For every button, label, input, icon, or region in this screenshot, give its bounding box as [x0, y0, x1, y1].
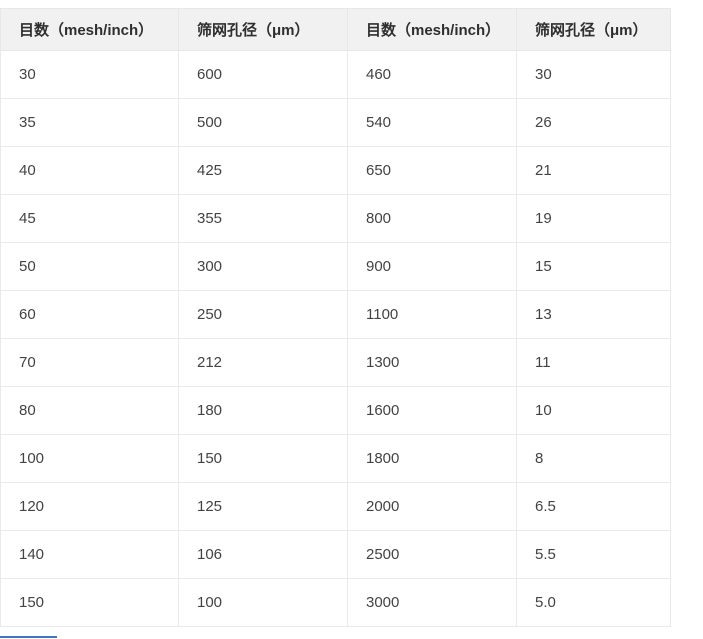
table-row: 100 150 1800 8: [0, 434, 671, 483]
table-row: 30 600 460 30: [0, 50, 671, 99]
bottom-partial-accent-line: [0, 636, 57, 638]
table-cell: 40: [0, 146, 179, 195]
table-row: 150 100 3000 5.0: [0, 578, 671, 627]
table-cell: 100: [178, 578, 348, 627]
table-cell: 650: [347, 146, 517, 195]
table-cell: 3000: [347, 578, 517, 627]
table-cell: 80: [0, 386, 179, 435]
table-cell: 600: [178, 50, 348, 99]
table-cell: 19: [516, 194, 671, 243]
table-cell: 2000: [347, 482, 517, 531]
table-cell: 70: [0, 338, 179, 387]
table-cell: 10: [516, 386, 671, 435]
table-cell: 1100: [347, 290, 517, 339]
table-cell: 150: [0, 578, 179, 627]
table-cell: 1800: [347, 434, 517, 483]
table-cell: 21: [516, 146, 671, 195]
table-row: 70 212 1300 11: [0, 338, 671, 387]
table-cell: 425: [178, 146, 348, 195]
table-cell: 5.5: [516, 530, 671, 579]
table-cell: 355: [178, 194, 348, 243]
column-header-mesh-count-1: 目数（mesh/inch）: [0, 8, 179, 51]
table-cell: 6.5: [516, 482, 671, 531]
conversion-table-container: 目数（mesh/inch） 筛网孔径（μm） 目数（mesh/inch） 筛网孔…: [0, 8, 671, 627]
table-cell: 250: [178, 290, 348, 339]
table-cell: 1300: [347, 338, 517, 387]
table-cell: 30: [0, 50, 179, 99]
table-cell: 2500: [347, 530, 517, 579]
table-cell: 540: [347, 98, 517, 147]
table-cell: 1600: [347, 386, 517, 435]
table-row: 120 125 2000 6.5: [0, 482, 671, 531]
table-cell: 26: [516, 98, 671, 147]
table-cell: 150: [178, 434, 348, 483]
table-cell: 900: [347, 242, 517, 291]
table-cell: 120: [0, 482, 179, 531]
table-cell: 106: [178, 530, 348, 579]
table-row: 45 355 800 19: [0, 194, 671, 243]
table-row: 35 500 540 26: [0, 98, 671, 147]
table-cell: 100: [0, 434, 179, 483]
table-cell: 15: [516, 242, 671, 291]
table-cell: 300: [178, 242, 348, 291]
table-cell: 60: [0, 290, 179, 339]
table-cell: 500: [178, 98, 348, 147]
table-cell: 35: [0, 98, 179, 147]
table-cell: 50: [0, 242, 179, 291]
table-cell: 30: [516, 50, 671, 99]
column-header-aperture-2: 筛网孔径（μm）: [516, 8, 671, 51]
table-cell: 140: [0, 530, 179, 579]
table-row: 40 425 650 21: [0, 146, 671, 195]
table-row: 50 300 900 15: [0, 242, 671, 291]
header-row: 目数（mesh/inch） 筛网孔径（μm） 目数（mesh/inch） 筛网孔…: [0, 8, 671, 51]
table-cell: 212: [178, 338, 348, 387]
table-cell: 125: [178, 482, 348, 531]
table-cell: 11: [516, 338, 671, 387]
table-cell: 13: [516, 290, 671, 339]
table-cell: 460: [347, 50, 517, 99]
table-cell: 45: [0, 194, 179, 243]
column-header-mesh-count-2: 目数（mesh/inch）: [347, 8, 517, 51]
column-header-aperture-1: 筛网孔径（μm）: [178, 8, 348, 51]
table-row: 140 106 2500 5.5: [0, 530, 671, 579]
table-row: 80 180 1600 10: [0, 386, 671, 435]
table-cell: 5.0: [516, 578, 671, 627]
mesh-aperture-conversion-table: 目数（mesh/inch） 筛网孔径（μm） 目数（mesh/inch） 筛网孔…: [0, 8, 671, 627]
table-cell: 800: [347, 194, 517, 243]
table-cell: 180: [178, 386, 348, 435]
table-row: 60 250 1100 13: [0, 290, 671, 339]
table-cell: 8: [516, 434, 671, 483]
